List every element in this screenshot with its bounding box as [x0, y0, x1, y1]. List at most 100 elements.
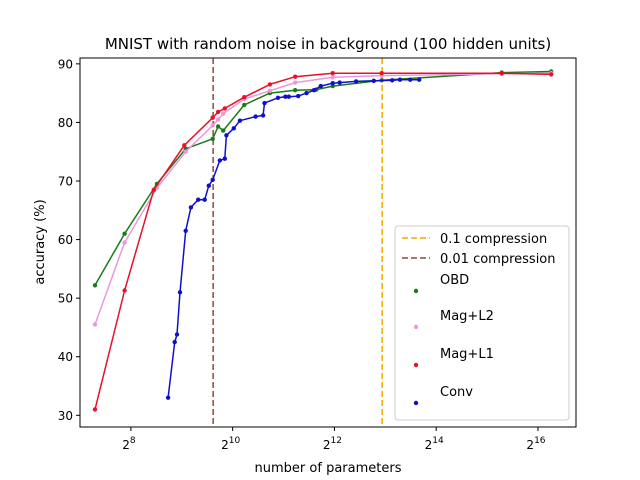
legend-label: Conv	[440, 385, 473, 400]
data-point	[286, 94, 291, 99]
y-tick-label: 30	[58, 409, 73, 423]
data-point	[275, 95, 281, 101]
x-tick-base: 2	[122, 438, 130, 452]
x-tick-base: 2	[221, 438, 229, 452]
data-point	[210, 115, 215, 120]
data-point	[215, 124, 221, 129]
x-tick-exponent: 16	[534, 436, 546, 446]
series-conv	[165, 77, 422, 400]
data-point	[221, 128, 226, 133]
data-point	[92, 407, 98, 412]
x-tick-exponent: 10	[229, 436, 241, 446]
data-point	[417, 77, 422, 82]
data-point	[210, 123, 215, 128]
y-tick-label: 80	[58, 116, 73, 130]
legend-marker-swatch	[413, 362, 419, 368]
data-point	[304, 90, 309, 96]
x-tick-label: 212	[323, 436, 342, 452]
x-tick-base: 2	[323, 438, 331, 452]
data-point	[318, 83, 323, 89]
data-point	[217, 158, 222, 163]
data-point	[330, 81, 335, 86]
x-tick-label: 216	[526, 436, 545, 452]
data-point	[330, 75, 335, 80]
data-point	[202, 197, 207, 202]
data-point	[165, 395, 171, 400]
plot-frame	[79, 57, 577, 428]
data-point	[177, 290, 183, 295]
series-mag-l1	[92, 71, 554, 412]
data-point	[151, 187, 156, 192]
data-point	[188, 205, 194, 210]
data-point	[182, 143, 187, 148]
legend-label: 0.1 compression	[440, 232, 547, 247]
y-tick-label: 50	[58, 292, 73, 306]
series-line	[94, 72, 552, 325]
legend-marker-swatch	[413, 400, 419, 406]
data-point	[122, 288, 127, 293]
data-point	[337, 80, 342, 85]
legend-label: OBD	[440, 273, 469, 288]
y-axis-label: accuracy (%)	[33, 199, 48, 284]
data-point	[330, 71, 335, 76]
legend-label: Mag+L1	[440, 347, 494, 362]
legend-box	[394, 225, 570, 421]
data-point	[92, 322, 98, 327]
data-point	[262, 100, 267, 106]
legend-marker-swatch	[413, 288, 419, 294]
x-tick-exponent: 14	[432, 436, 444, 446]
y-tick-label: 90	[58, 57, 73, 71]
data-point	[379, 71, 384, 76]
legend: 0.1 compression 0.01 compression OBD Mag+L2…	[394, 225, 570, 421]
data-point	[549, 72, 554, 77]
legend-label: 0.01 compression	[440, 252, 556, 267]
series-line	[94, 72, 552, 410]
data-point	[260, 113, 266, 118]
x-tick-label: 214	[425, 436, 444, 452]
data-point	[224, 133, 229, 138]
data-point	[215, 109, 221, 115]
y-tick-label: 40	[58, 350, 73, 364]
x-tick-label: 210	[221, 436, 240, 452]
x-tick-exponent: 12	[331, 436, 342, 446]
data-point	[371, 78, 376, 84]
data-point	[296, 93, 301, 99]
data-point	[222, 156, 227, 161]
y-tick-label: 60	[58, 233, 73, 247]
data-point	[283, 94, 288, 99]
data-point	[499, 71, 504, 76]
x-tick-base: 2	[425, 438, 433, 452]
y-tick-label: 70	[58, 175, 73, 189]
chart-title: MNIST with random noise in background (1…	[105, 35, 551, 53]
data-point	[293, 74, 298, 79]
x-tick-label: 28	[122, 436, 136, 452]
data-point	[196, 197, 201, 202]
data-point	[122, 240, 127, 245]
data-point	[221, 111, 226, 116]
x-tick-base: 2	[526, 438, 534, 452]
data-point	[253, 114, 258, 119]
data-point	[353, 79, 359, 84]
data-series	[92, 69, 554, 412]
data-point	[397, 77, 403, 82]
data-point	[390, 78, 395, 83]
data-point	[92, 283, 98, 288]
x-axis-label: number of parameters	[255, 461, 402, 476]
data-point	[174, 332, 180, 337]
data-point	[408, 77, 413, 82]
data-point	[311, 88, 317, 93]
data-point	[242, 95, 247, 100]
data-point	[222, 106, 227, 111]
data-point	[210, 177, 215, 182]
data-point	[215, 117, 221, 122]
data-point	[172, 339, 177, 345]
data-point	[210, 136, 215, 141]
data-point	[183, 149, 188, 154]
legend-marker-swatch	[413, 324, 419, 330]
data-point	[237, 118, 243, 123]
y-axis-ticks: 30 40 50 60 70 80 90	[58, 57, 80, 423]
data-point	[242, 102, 247, 108]
data-point	[231, 126, 236, 131]
legend-label: Mag+L2	[440, 309, 494, 324]
